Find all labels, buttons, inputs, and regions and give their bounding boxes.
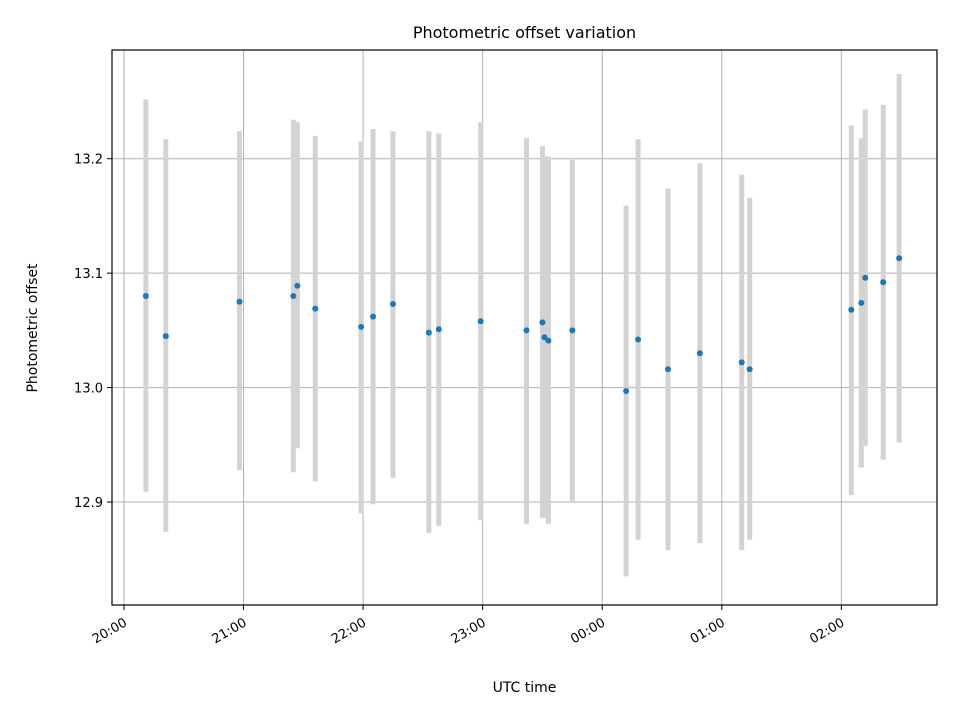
data-point	[142, 293, 149, 300]
data-point	[435, 326, 442, 333]
data-point	[389, 301, 396, 308]
y-tick-label: 13.0	[74, 382, 103, 397]
data-point	[569, 327, 576, 334]
data-point	[738, 359, 745, 366]
data-point	[862, 274, 869, 281]
data-point	[539, 319, 546, 326]
data-point	[523, 327, 530, 334]
data-point	[858, 299, 865, 306]
data-point	[848, 306, 855, 313]
data-point	[358, 323, 365, 330]
x-axis-label: UTC time	[493, 680, 557, 696]
data-point	[312, 305, 319, 312]
data-point	[623, 388, 630, 395]
data-point	[294, 282, 301, 289]
data-point	[545, 337, 552, 344]
y-tick-label: 13.2	[74, 153, 103, 168]
data-point	[290, 293, 297, 300]
plot-frame	[111, 49, 938, 606]
y-tick-label: 13.1	[74, 267, 103, 282]
data-point	[541, 334, 548, 341]
data-point	[696, 350, 703, 357]
data-point	[880, 279, 887, 286]
data-point	[425, 329, 432, 336]
y-tick-label: 12.9	[74, 496, 103, 511]
y-axis-label: Photometric offset	[25, 263, 41, 393]
data-point	[664, 366, 671, 373]
data-points	[142, 255, 903, 395]
data-point	[477, 318, 484, 325]
data-point	[370, 313, 377, 320]
data-point	[635, 336, 642, 343]
data-point	[746, 366, 753, 373]
data-point	[162, 333, 169, 340]
data-point	[896, 255, 903, 262]
chart-title: Photometric offset variation	[413, 23, 636, 42]
data-point	[236, 298, 243, 305]
